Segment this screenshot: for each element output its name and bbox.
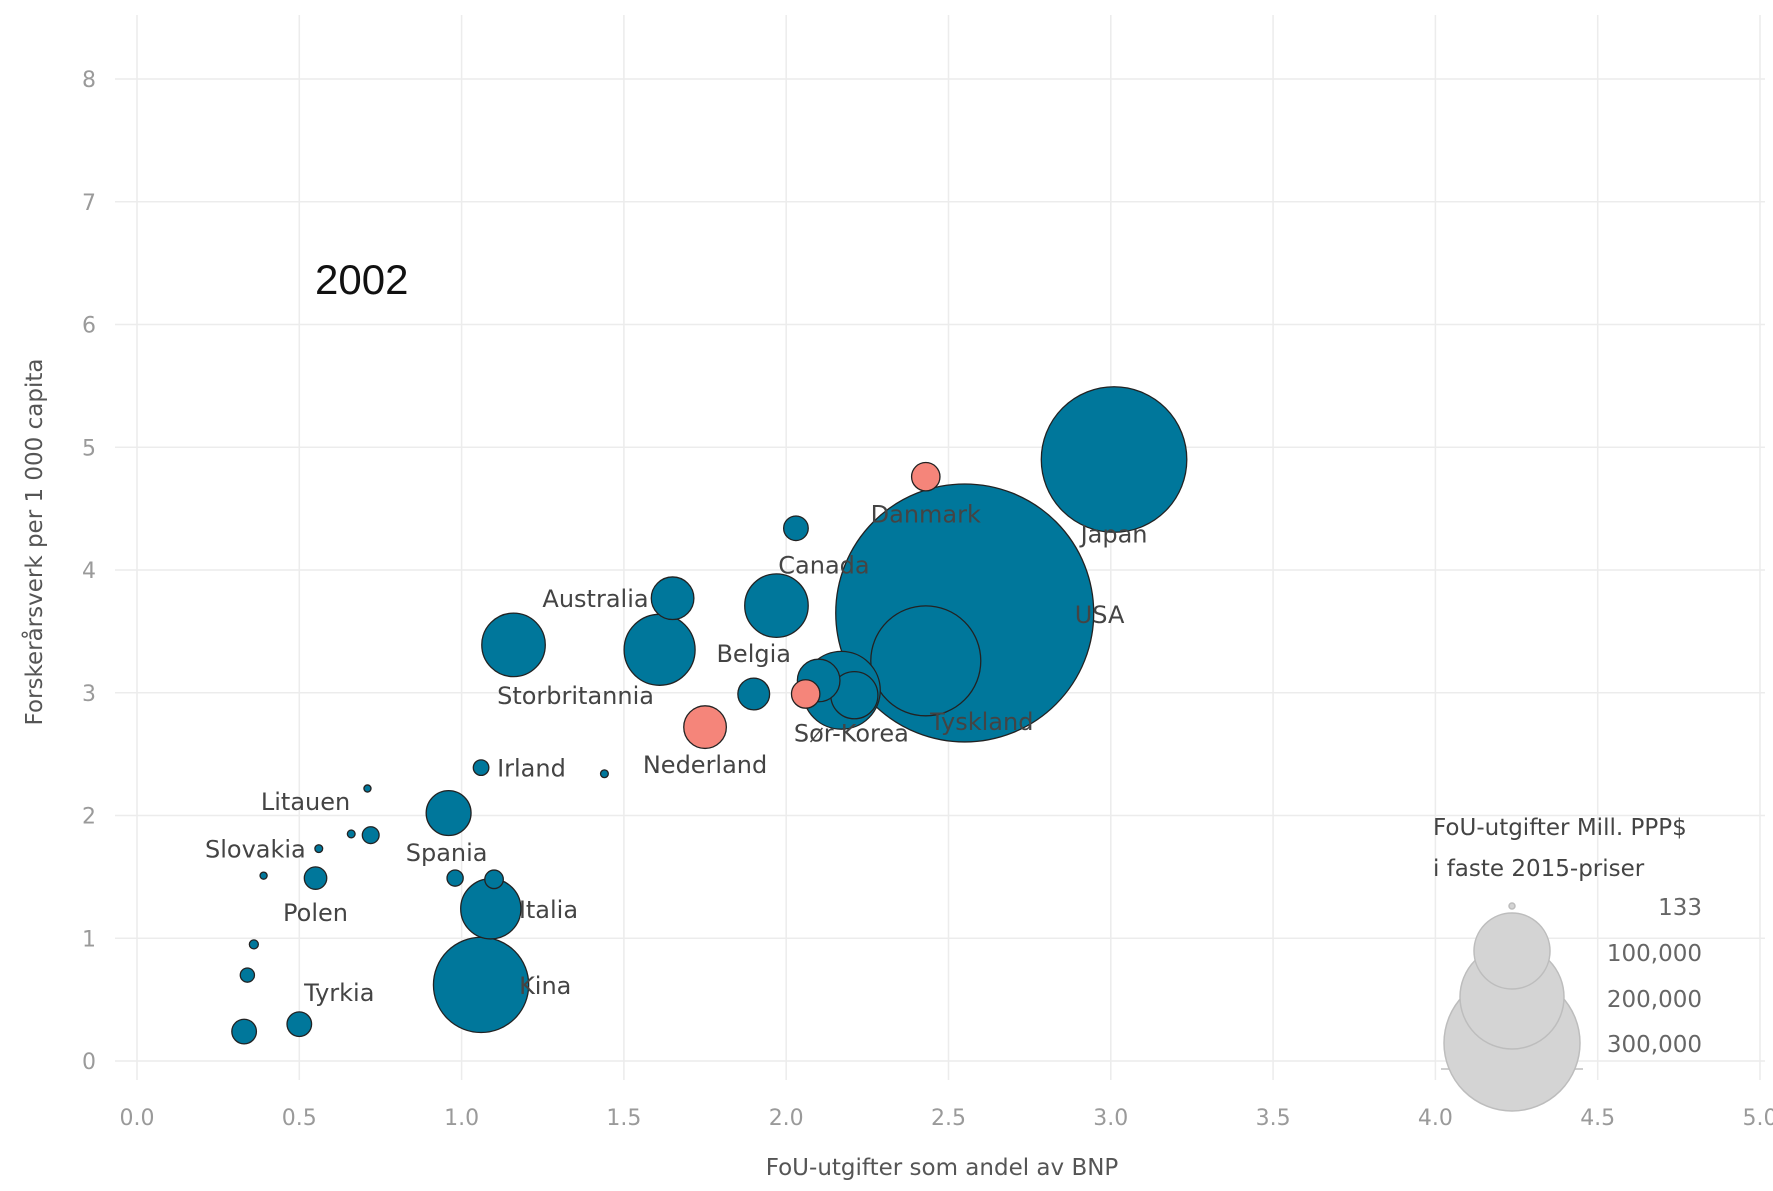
- point-label-irland: Irland: [497, 755, 566, 783]
- x-tick-label: 0.5: [282, 1106, 317, 1131]
- data-point-australia: [650, 576, 695, 621]
- size-legend-circle-1: [1508, 902, 1516, 910]
- y-axis-ticks: 0 1 2 3 4 5 6 7 8: [82, 68, 96, 1075]
- x-tick-label: 3.5: [1256, 1106, 1291, 1131]
- data-point-storbritannia: [481, 612, 546, 678]
- point-labels: USA Japan Tyskland Kina Sør-Korea Storbritann…: [205, 501, 1148, 1007]
- point-label-danmark: Danmark: [871, 501, 981, 529]
- data-point-tyskland: [870, 605, 982, 717]
- y-tick-label: 6: [82, 314, 96, 339]
- data-point-unlabeled: [363, 784, 372, 793]
- x-tick-label: 5.0: [1743, 1106, 1773, 1131]
- y-tick-label: 4: [82, 559, 96, 584]
- point-label-spania: Spania: [406, 839, 488, 867]
- x-axis-title: FoU-utgifter som andel av BNP: [766, 1155, 1119, 1181]
- size-legend-value-4: 300,000: [1607, 1032, 1702, 1058]
- y-axis-title: Forskerårsverk per 1 000 capita: [20, 359, 48, 726]
- y-tick-label: 3: [82, 682, 96, 707]
- year-annotation: 2002: [315, 256, 408, 303]
- data-point-kina: [432, 936, 530, 1034]
- point-label-nederland: Nederland: [643, 751, 767, 779]
- y-tick-label: 7: [82, 191, 96, 216]
- data-point-japan: [1040, 386, 1188, 533]
- point-label-tyrkia: Tyrkia: [303, 979, 374, 1007]
- x-tick-label: 3.0: [1093, 1106, 1128, 1131]
- data-point-canada: [782, 515, 809, 542]
- x-tick-label: 2.0: [769, 1106, 804, 1131]
- data-points: [231, 386, 1188, 1045]
- data-point-unlabeled: [361, 826, 380, 845]
- point-label-australia: Australia: [542, 585, 648, 613]
- point-label-polen: Polen: [283, 899, 348, 927]
- point-label-japan: Japan: [1079, 521, 1148, 549]
- x-tick-label: 0.0: [120, 1106, 155, 1131]
- point-label-italia: Italia: [519, 896, 578, 924]
- x-axis-ticks: 0.0 0.5 1.0 1.5 2.0 2.5 3.0 3.5 4.0 4.5 5.0: [120, 1106, 1773, 1131]
- data-point-belgia: [737, 677, 771, 711]
- data-point-unlabeled: [484, 869, 504, 890]
- point-label-kina: Kina: [519, 972, 571, 1000]
- point-label-storbritannia: Storbritannia: [497, 682, 654, 710]
- size-legend-title-line-1: FoU-utgifter Mill. PPP$: [1433, 815, 1687, 841]
- data-point-unlabeled: [446, 869, 464, 887]
- x-tick-label: 2.5: [931, 1106, 966, 1131]
- data-point-polen: [303, 866, 328, 890]
- data-point-nederland: [683, 705, 727, 750]
- data-point-litauen: [346, 829, 356, 839]
- size-legend-circle-2: [1473, 912, 1551, 990]
- size-legend-title-line-2: i faste 2015-priser: [1433, 856, 1645, 882]
- y-tick-label: 0: [82, 1050, 96, 1075]
- point-label-canada: Canada: [778, 551, 869, 579]
- size-legend-value-3: 200,000: [1607, 987, 1702, 1013]
- data-point-unlabeled: [248, 939, 259, 950]
- data-point-spania: [425, 789, 472, 837]
- x-tick-label: 4.5: [1580, 1106, 1615, 1131]
- point-label-belgia: Belgia: [716, 640, 791, 668]
- x-tick-label: 1.0: [444, 1106, 479, 1131]
- x-tick-label: 4.0: [1418, 1106, 1453, 1131]
- size-legend-circles: [1441, 902, 1583, 1112]
- y-tick-label: 2: [82, 805, 96, 830]
- point-label-s-r-korea: Sør-Korea: [794, 719, 909, 747]
- point-label-tyskland: Tyskland: [929, 708, 1033, 736]
- y-tick-label: 8: [82, 68, 96, 93]
- y-tick-label: 5: [82, 436, 96, 461]
- data-point-unlabeled: [790, 679, 821, 709]
- point-label-litauen: Litauen: [261, 788, 350, 816]
- data-point-tyrkia: [286, 1011, 313, 1038]
- size-legend-value-1: 133: [1658, 895, 1702, 921]
- data-point-unlabeled: [239, 967, 256, 983]
- size-legend-value-2: 100,000: [1607, 941, 1702, 967]
- data-point-slovakia: [314, 844, 324, 854]
- y-tick-label: 1: [82, 927, 96, 952]
- data-point-unlabeled: [744, 573, 809, 638]
- data-point-irland: [472, 759, 490, 777]
- data-point-unlabeled: [259, 871, 268, 880]
- point-label-usa: USA: [1075, 601, 1125, 629]
- x-tick-label: 1.5: [606, 1106, 641, 1131]
- data-point-unlabeled: [623, 613, 696, 686]
- data-point-unlabeled: [231, 1018, 258, 1045]
- data-point-unlabeled: [599, 769, 609, 779]
- point-label-slovakia: Slovakia: [205, 836, 306, 864]
- size-legend: FoU-utgifter Mill. PPP$ i faste 2015-pri…: [1433, 815, 1702, 1112]
- data-point-danmark: [910, 461, 941, 492]
